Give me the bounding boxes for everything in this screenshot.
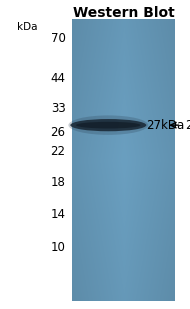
- Text: 18: 18: [51, 176, 66, 189]
- Ellipse shape: [70, 119, 146, 131]
- Text: kDa: kDa: [17, 22, 38, 32]
- Text: 26: 26: [51, 126, 66, 139]
- Text: 27kDa: 27kDa: [185, 119, 190, 132]
- Text: 44: 44: [51, 72, 66, 85]
- Text: Western Blot: Western Blot: [73, 6, 174, 19]
- Text: 14: 14: [51, 208, 66, 221]
- Ellipse shape: [68, 116, 148, 135]
- Text: 70: 70: [51, 32, 66, 45]
- Text: 22: 22: [51, 145, 66, 158]
- Ellipse shape: [76, 122, 141, 129]
- Text: 10: 10: [51, 241, 66, 254]
- Text: 33: 33: [51, 102, 66, 115]
- Text: 27kDa: 27kDa: [146, 119, 184, 132]
